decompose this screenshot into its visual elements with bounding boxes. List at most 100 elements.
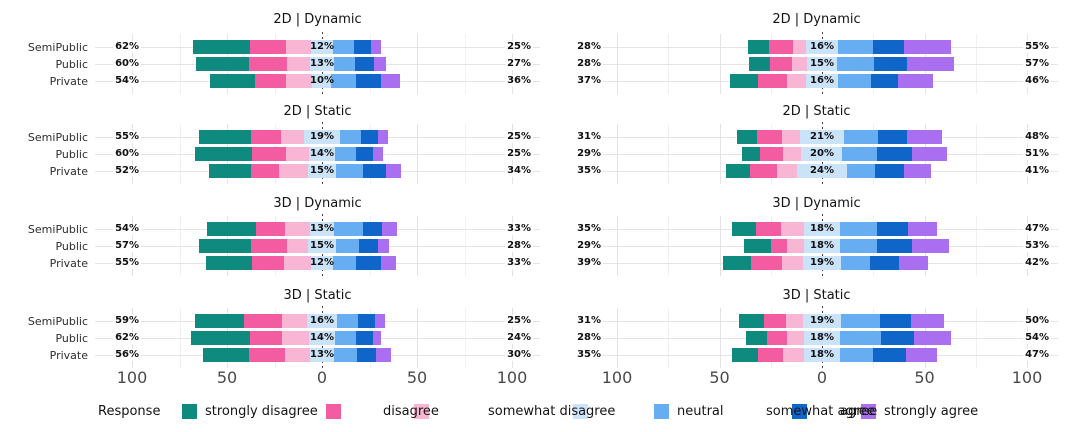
bar-segment-somewhat-disagree [284, 348, 310, 362]
left-total-label: 55% [113, 257, 141, 269]
bar-segment-strongly-disagree [199, 130, 251, 144]
neutral-label: 15% [310, 240, 334, 251]
bar-segment-agree [356, 331, 374, 345]
bar-segment-strongly-agree [374, 57, 386, 71]
bar-segment-agree [362, 222, 382, 236]
facet-title: 2D | Static [283, 104, 352, 119]
bar-segment-somewhat-agree [837, 57, 875, 71]
bar-row [736, 130, 942, 144]
bar-segment-strongly-agree [898, 256, 928, 270]
bar-segment-agree [354, 40, 372, 54]
bar-segment-strongly-agree [908, 222, 937, 236]
neutral-label: 12% [310, 257, 334, 268]
bar-segment-somewhat-disagree [780, 222, 804, 236]
bar-segment-neutral [802, 314, 842, 328]
legend-key-somewhat-disagree [414, 404, 429, 419]
bar-segment-neutral [802, 256, 842, 270]
bar-segment-somewhat-disagree [282, 331, 309, 345]
legend-key-agree [792, 404, 807, 419]
row-label: Private [49, 349, 88, 362]
bar-segment-disagree [758, 74, 788, 88]
bar-segment-agree [873, 348, 907, 362]
bar-segment-somewhat-disagree [787, 239, 804, 253]
bar-segment-disagree [757, 130, 783, 144]
right-total-label: 33% [505, 257, 533, 269]
bar-segment-somewhat-agree [846, 164, 876, 178]
right-total-label: 24% [505, 332, 533, 344]
bar-segment-disagree [756, 222, 781, 236]
bar-segment-strongly-agree [914, 331, 952, 345]
left-total-label: 28% [575, 41, 603, 53]
neutral-label: 13% [310, 223, 334, 234]
bar-segment-somewhat-agree [334, 57, 356, 71]
bar-segment-strongly-agree [907, 130, 942, 144]
bar-segment-strongly-agree [385, 164, 401, 178]
right-total-label: 27% [505, 58, 533, 70]
bar-segment-somewhat-agree [840, 222, 878, 236]
row-label: SemiPublic [27, 315, 88, 328]
facet-title: 2D | Dynamic [273, 12, 362, 27]
right-total-label: 25% [505, 131, 533, 143]
bar-segment-disagree [250, 130, 282, 144]
bar-segment-agree [358, 314, 376, 328]
bar-row [195, 57, 386, 71]
bar-segment-somewhat-disagree [782, 130, 801, 144]
right-total-label: 36% [505, 75, 533, 87]
neutral-label: 19% [810, 257, 834, 268]
neutral-label: 18% [810, 349, 834, 360]
left-total-label: 35% [575, 349, 603, 361]
bar-segment-strongly-disagree [746, 331, 767, 345]
bar-segment-strongly-agree [911, 314, 944, 328]
right-total-label: 25% [505, 315, 533, 327]
row-label: SemiPublic [27, 223, 88, 236]
bar-segment-neutral [805, 74, 839, 88]
facet-title: 2D | Static [782, 104, 851, 119]
bar-segment-neutral [803, 239, 841, 253]
bar-segment-agree [360, 130, 378, 144]
left-total-label: 54% [113, 223, 141, 235]
bar-segment-strongly-disagree [748, 40, 769, 54]
bar-segment-agree [877, 239, 913, 253]
neutral-label: 12% [310, 41, 334, 52]
bar-segment-neutral [801, 147, 843, 161]
bar-segment-neutral [307, 164, 337, 178]
bar-segment-neutral [806, 57, 838, 71]
bar-segment-strongly-disagree [744, 239, 771, 253]
bar-segment-disagree [249, 331, 283, 345]
right-total-label: 30% [505, 349, 533, 361]
bar-segment-somewhat-agree [337, 314, 359, 328]
legend-label-neutral: neutral [677, 404, 724, 419]
right-total-label: 46% [1023, 75, 1051, 87]
bar-row [199, 130, 388, 144]
bar-segment-disagree [250, 164, 280, 178]
left-total-label: 35% [575, 223, 603, 235]
legend-label-strongly-disagree: strongly disagree [205, 404, 318, 419]
bar-segment-strongly-disagree [742, 147, 761, 161]
bar-segment-disagree [244, 314, 283, 328]
bar-segment-strongly-agree [380, 256, 397, 270]
legend-key-disagree [326, 404, 341, 419]
bar-segment-somewhat-disagree [286, 57, 310, 71]
bar-segment-agree [356, 74, 381, 88]
bar-segment-somewhat-agree [336, 164, 363, 178]
bar-segment-neutral [310, 256, 334, 270]
bar-segment-agree [355, 57, 375, 71]
bar-row [731, 222, 937, 236]
bar-segment-somewhat-disagree [285, 40, 311, 54]
bar-segment-agree [871, 74, 898, 88]
bar-segment-strongly-disagree [736, 130, 758, 144]
bar-segment-somewhat-disagree [286, 239, 308, 253]
neutral-label: 18% [810, 332, 834, 343]
legend-label-agree: agree [840, 404, 878, 419]
left-total-label: 28% [575, 58, 603, 70]
bar-segment-agree [874, 57, 908, 71]
left-total-label: 29% [575, 240, 603, 252]
axis-tick-label: 100 [1011, 368, 1043, 387]
bar-segment-somewhat-disagree [782, 256, 803, 270]
facet-title: 3D | Static [283, 288, 352, 303]
bar-segment-somewhat-disagree [284, 222, 310, 236]
bar-row [199, 239, 390, 253]
right-total-label: 47% [1023, 349, 1051, 361]
legend-title: Response [98, 404, 161, 419]
legend-key-neutral [573, 404, 588, 419]
